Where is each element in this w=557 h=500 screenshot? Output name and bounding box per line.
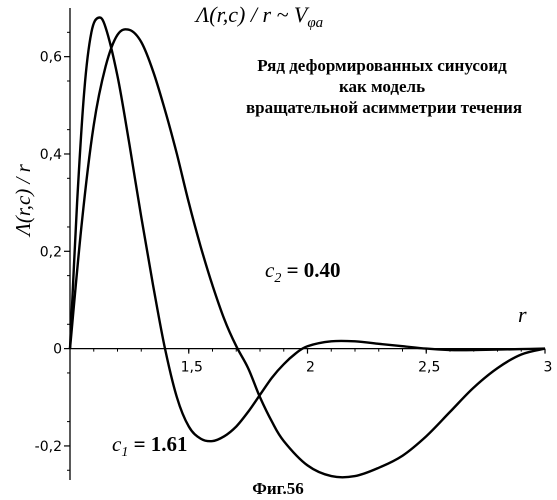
series-label-c1-value: = 1.61 [128, 432, 187, 456]
series-line-c2 [70, 29, 545, 477]
y-axis-label: Λ(r,c) / r [11, 163, 35, 237]
chart-title-sub: φa [307, 15, 323, 31]
x-tick-label: 2,5 [418, 360, 440, 376]
y-tick-label: 0,6 [40, 50, 62, 66]
y-tick-label: 0,2 [40, 244, 62, 260]
x-tick-label: 2 [306, 360, 315, 376]
figure-caption: Фиг.56 [252, 479, 303, 498]
series-label-c1: c1 = 1.61 [112, 432, 188, 460]
series-line-c1 [70, 17, 545, 441]
curves [70, 17, 545, 477]
x-axis-label: r [518, 302, 527, 327]
series-label-c2: c2 = 0.40 [265, 258, 341, 286]
chart-title: Λ(r,c) / r ~ Vφa [194, 2, 323, 31]
annotation-block: Ряд деформированных синусоид как модель … [246, 56, 522, 117]
x-tick-label: 3 [544, 360, 553, 376]
annotation-line: вращательной асимметрии течения [246, 98, 522, 117]
series-label-c2-value: = 0.40 [281, 258, 340, 282]
annotation-line: Ряд деформированных синусоид [257, 56, 507, 75]
y-tick-label: -0,2 [35, 439, 62, 455]
chart-title-main: Λ(r,c) / r ~ V [194, 2, 310, 27]
series-label-c2-sub: 2 [274, 271, 281, 286]
axes [70, 8, 545, 480]
series-label-c1-sub: 1 [121, 445, 128, 460]
annotation-line: как модель [339, 77, 425, 96]
x-tick-label: 1,5 [181, 360, 203, 376]
y-tick-label: 0 [53, 342, 62, 358]
y-tick-label: 0,4 [40, 147, 62, 163]
